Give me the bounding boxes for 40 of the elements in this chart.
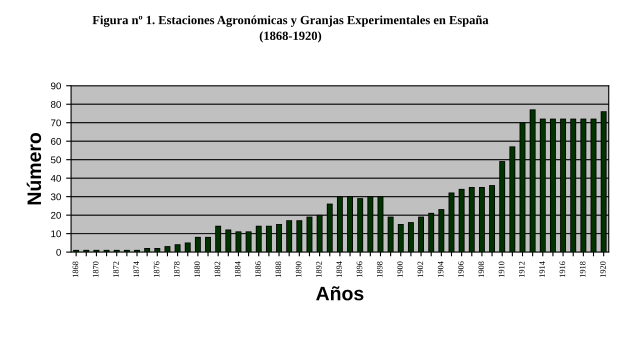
x-tick-label: 1912 (518, 262, 525, 278)
x-tick-label: 1872 (113, 262, 119, 278)
x-tick-label: 1906 (458, 261, 464, 278)
y-axis-title: Número (26, 132, 42, 204)
y-tick-label: 10 (51, 230, 61, 238)
y-tick-label: 20 (51, 212, 61, 219)
x-tick-label: 1910 (498, 261, 504, 278)
x-tick-label: 1888 (275, 261, 282, 278)
x-tick-label: 1868 (72, 261, 78, 278)
x-tick-label: 1916 (560, 261, 566, 278)
x-tick-label: 1898 (376, 261, 383, 278)
x-tick-label: 1902 (418, 262, 424, 278)
y-tick-label: 90 (50, 82, 61, 90)
x-tick-label: 1884 (234, 261, 241, 278)
y-tick-label: 80 (50, 100, 61, 108)
y-tick-label: 50 (50, 156, 61, 164)
x-tick-label: 1876 (154, 261, 160, 278)
x-tick-label: 1914 (539, 261, 545, 278)
x-tick-label: 1900 (397, 261, 403, 278)
chart-title: Figura nº 1. Estaciones Agronómicas y Granjas Experimentales en España (1868-1920) (92, 15, 488, 43)
x-tick-label: 1870 (92, 261, 99, 278)
x-tick-label: 1874 (133, 261, 140, 278)
x-tick-label: 1892 (316, 262, 322, 278)
x-tick-label: 1886 (255, 261, 261, 278)
y-tick-label: 40 (50, 174, 61, 182)
y-tick-label: 60 (51, 138, 61, 145)
x-tick-label: 1890 (296, 261, 302, 278)
y-tick-label: 0 (56, 248, 61, 256)
x-tick-label: 1882 (214, 262, 220, 278)
x-tick-label: 1878 (174, 261, 180, 278)
x-tick-label: 1896 (356, 261, 362, 278)
y-tick-label: 70 (51, 119, 61, 126)
x-tick-label: 1908 (478, 261, 484, 278)
x-tick-label: 1880 (194, 261, 200, 278)
x-tick-label: 1904 (438, 261, 444, 278)
x-tick-label: 1918 (580, 261, 586, 278)
x-tick-label: 1920 (600, 261, 606, 278)
y-tick-label: 30 (50, 193, 61, 200)
x-tick-label: 1894 (336, 261, 342, 278)
x-axis-title: Años (316, 286, 364, 300)
